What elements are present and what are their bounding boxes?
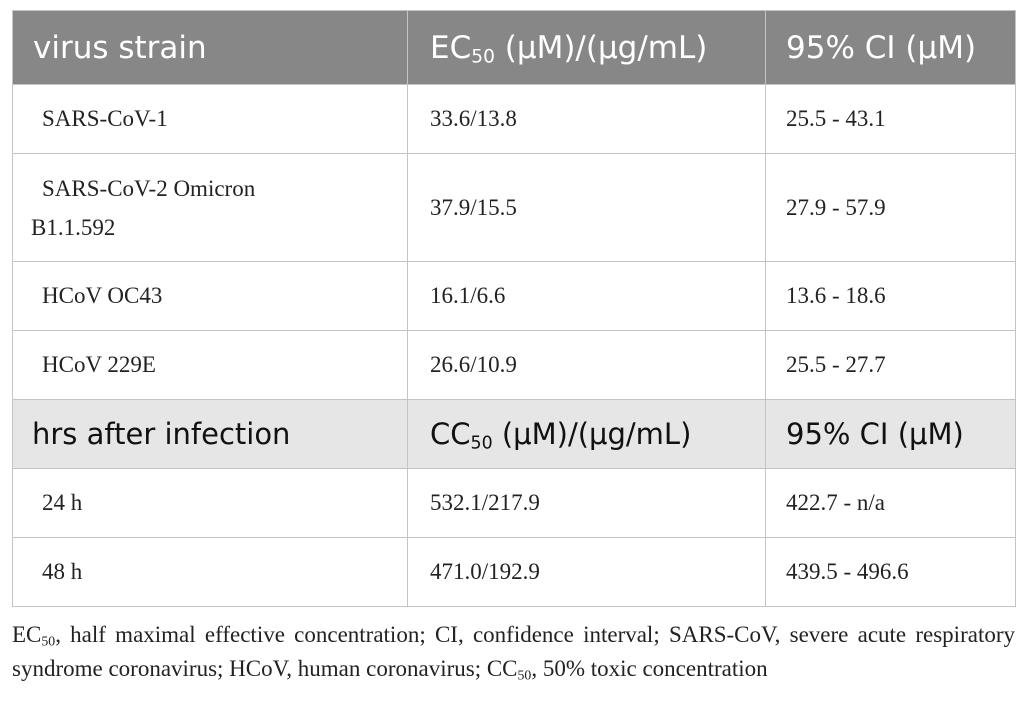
results-table: virus strain EC50 (μM)/(μg/mL) 95% CI (μ…: [12, 10, 1016, 607]
footnote-ec-prefix: EC: [12, 622, 42, 647]
cell-time: 48 h: [12, 537, 408, 607]
table-header-row: virus strain EC50 (μM)/(μg/mL) 95% CI (μ…: [12, 10, 1016, 85]
footnote-cc-subscript: 50: [517, 667, 532, 683]
table-row: HCoV OC43 16.1/6.6 13.6 - 18.6: [12, 261, 1016, 331]
cell-ci: 27.9 - 57.9: [765, 153, 1016, 262]
header-virus-strain: virus strain: [12, 10, 408, 85]
table-row: HCoV 229E 26.6/10.9 25.5 - 27.7: [12, 330, 1016, 400]
subheader-cc50: CC50 (μM)/(μg/mL): [407, 399, 766, 469]
subheader-ci: 95% CI (μM): [765, 399, 1016, 469]
cell-strain: SARS-CoV-2 Omicron B1.1.592: [12, 153, 408, 262]
header-ec50-subscript: 50: [471, 46, 495, 68]
cell-ci: 439.5 - 496.6: [765, 537, 1016, 607]
table-row: 48 h 471.0/192.9 439.5 - 496.6: [12, 537, 1016, 607]
cell-cc50: 471.0/192.9: [407, 537, 766, 607]
cell-ci: 25.5 - 27.7: [765, 330, 1016, 400]
cell-ci: 25.5 - 43.1: [765, 84, 1016, 154]
cell-strain-line1: SARS-CoV-2 Omicron: [42, 175, 256, 201]
cell-ci: 422.7 - n/a: [765, 468, 1016, 538]
table-row: SARS-CoV-1 33.6/13.8 25.5 - 43.1: [12, 84, 1016, 154]
footnote-definitions: , half maximal effective concentration; …: [12, 622, 1015, 681]
cell-cc50: 532.1/217.9: [407, 468, 766, 538]
subheader-hrs-after-infection: hrs after infection: [12, 399, 408, 469]
cell-ci: 13.6 - 18.6: [765, 261, 1016, 331]
header-ec50: EC50 (μM)/(μg/mL): [407, 10, 766, 85]
table-subheader-row: hrs after infection CC50 (μM)/(μg/mL) 95…: [12, 399, 1016, 469]
subheader-cc50-prefix: CC: [430, 417, 471, 451]
cell-strain: SARS-CoV-1: [12, 84, 408, 154]
header-ci: 95% CI (μM): [765, 10, 1016, 85]
header-ec50-units: (μM)/(μg/mL): [494, 29, 708, 66]
subheader-cc50-units: (μM)/(μg/mL): [492, 417, 692, 451]
table-footnote: EC50, half maximal effective concentrati…: [12, 618, 1015, 686]
data-table-container: virus strain EC50 (μM)/(μg/mL) 95% CI (μ…: [12, 10, 1016, 607]
cell-ec50: 37.9/15.5: [407, 153, 766, 262]
footnote-tail: , 50% toxic concentration: [531, 656, 768, 681]
cell-ec50: 33.6/13.8: [407, 84, 766, 154]
table-row: SARS-CoV-2 Omicron B1.1.592 37.9/15.5 27.…: [12, 153, 1016, 262]
cell-time: 24 h: [12, 468, 408, 538]
header-ec50-prefix: EC: [430, 29, 472, 66]
cell-ec50: 16.1/6.6: [407, 261, 766, 331]
table-row: 24 h 532.1/217.9 422.7 - n/a: [12, 468, 1016, 538]
cell-strain-line2: B1.1.592: [31, 214, 116, 240]
cell-ec50: 26.6/10.9: [407, 330, 766, 400]
subheader-cc50-subscript: 50: [470, 433, 493, 454]
footnote-ec-subscript: 50: [41, 633, 56, 649]
cell-strain: HCoV OC43: [12, 261, 408, 331]
cell-strain: HCoV 229E: [12, 330, 408, 400]
